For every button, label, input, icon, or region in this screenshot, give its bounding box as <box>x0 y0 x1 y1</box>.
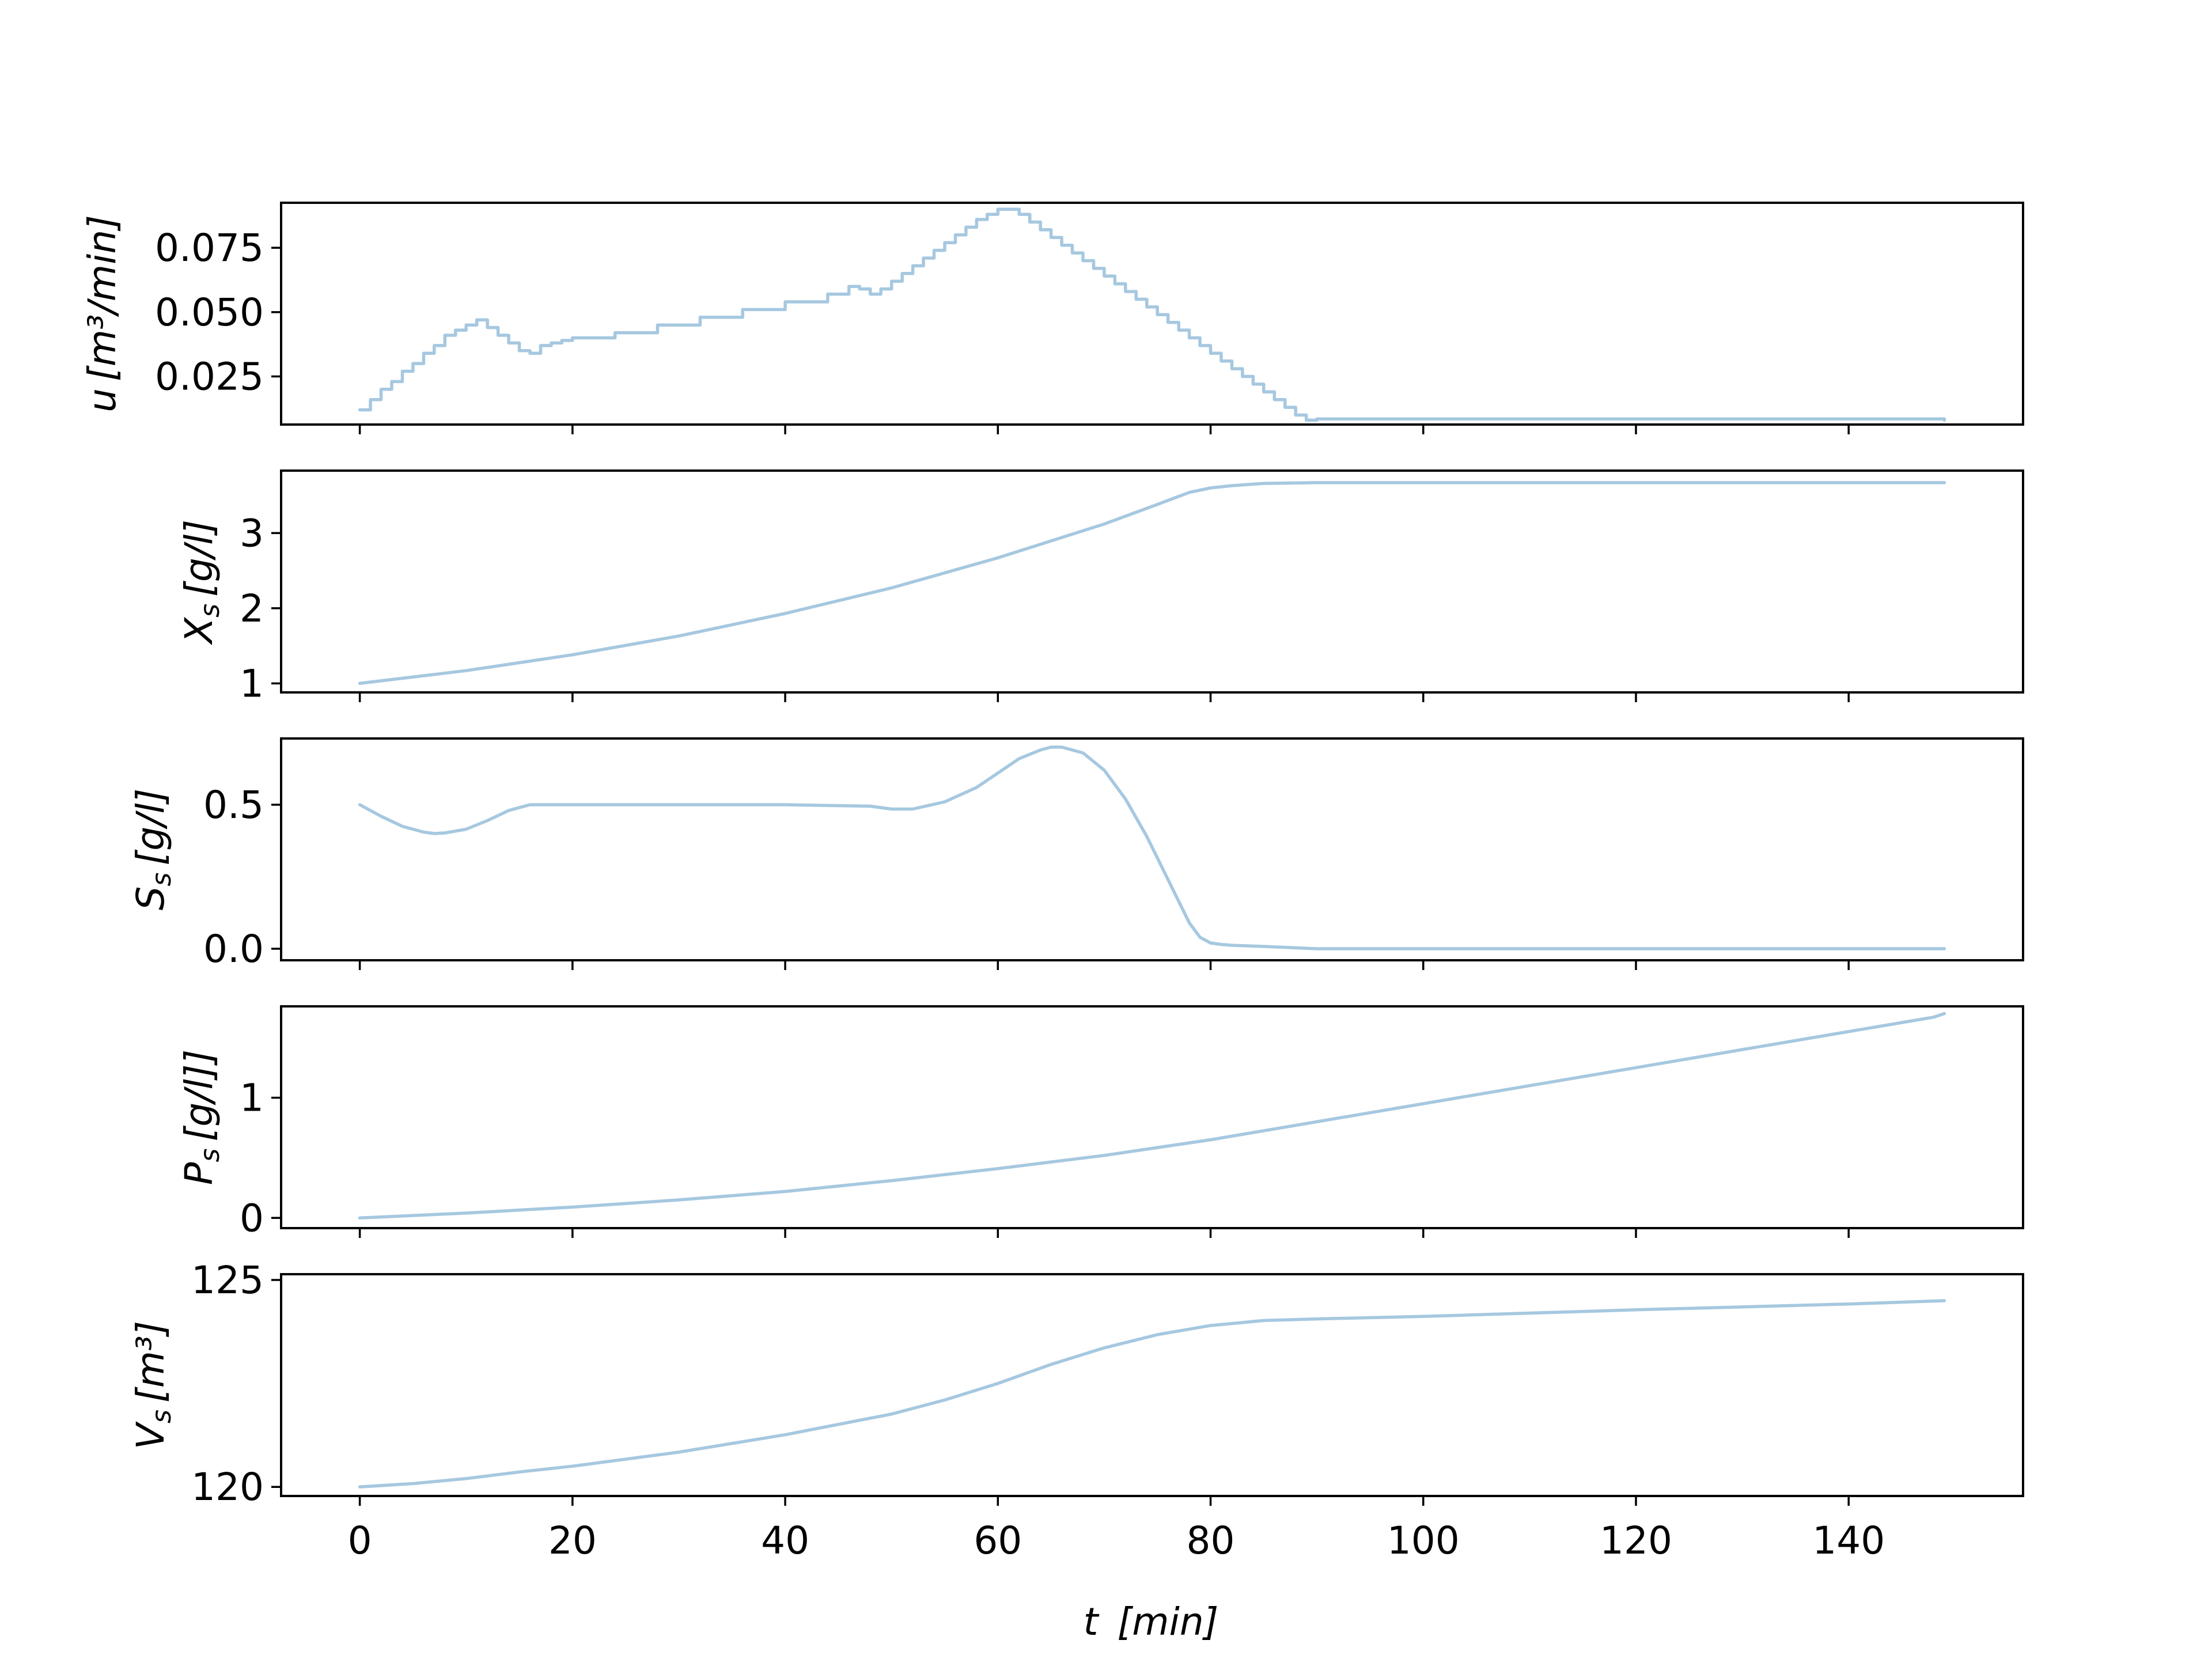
y-tick-label-X: 2 <box>240 586 264 631</box>
axes-frame-S <box>280 737 2024 961</box>
y-label-sub: s <box>146 1410 177 1423</box>
y-tick-label-P: 1 <box>240 1076 264 1120</box>
y-axis-label-V: Vs [m³] <box>128 1321 177 1449</box>
y-axis-label-S: Ss [g/l] <box>128 789 177 911</box>
y-axis-label-P: Ps [g/l]] <box>177 1050 225 1185</box>
y-label-sub: s <box>194 604 225 618</box>
panel-X: 1 2 3 Xs [g/l] <box>177 469 2024 706</box>
subplots: 0.025 0.050 0.075 u [m³/min] 1 2 3 Xs [g/l] 0.0 0.5… <box>80 202 2024 1563</box>
x-tick-label: 0 <box>348 1518 372 1563</box>
y-axis-label-X: Xs [g/l] <box>177 520 225 645</box>
axes-frame-V <box>280 1273 2024 1497</box>
y-axis-label-u: u [m³/min] <box>80 215 124 412</box>
series-line-u <box>358 207 1946 422</box>
x-axis-label: t [min] <box>1084 1600 1219 1644</box>
y-label-unit: [g/l]] <box>177 1050 221 1142</box>
y-tick-label-u: 0.025 <box>155 354 264 399</box>
y-tick-label-V: 125 <box>191 1258 264 1302</box>
x-tick-label: 60 <box>974 1518 1022 1563</box>
series-line-X <box>358 481 1946 685</box>
y-tick-label-S: 0.0 <box>203 927 264 971</box>
series-line-P <box>358 1012 1946 1220</box>
y-tick-label-X: 3 <box>240 511 264 555</box>
x-tick-label: 120 <box>1600 1518 1672 1563</box>
axes-frame-u <box>280 202 2024 426</box>
series-line-V <box>358 1299 1946 1488</box>
y-tick-label-u: 0.050 <box>155 290 264 335</box>
y-label-unit: [m³] <box>128 1321 173 1403</box>
y-label-var: V <box>128 1421 173 1449</box>
y-label-var: P <box>177 1162 221 1185</box>
y-tick-label-X: 1 <box>240 661 264 706</box>
x-tick-label: 140 <box>1812 1518 1885 1563</box>
panel-V: 0 20 40 60 80 100 120 140 120 125 Vs [m³] <box>128 1258 2024 1563</box>
y-tick-label-S: 0.5 <box>203 783 264 827</box>
y-label-unit: [g/l] <box>177 520 221 597</box>
x-tick-label: 20 <box>548 1518 597 1563</box>
panel-u: 0.025 0.050 0.075 u [m³/min] <box>80 202 2024 434</box>
y-tick-label-u: 0.075 <box>155 226 264 270</box>
y-tick-label-P: 0 <box>240 1196 264 1240</box>
x-tick-label: 100 <box>1387 1518 1460 1563</box>
axes-frame-P <box>280 1005 2024 1229</box>
y-label-unit: [m³/min] <box>80 215 124 381</box>
y-label-var: X <box>177 616 221 645</box>
y-label-sub: s <box>146 873 177 887</box>
y-label-var: S <box>128 887 173 911</box>
y-tick-label-V: 120 <box>191 1465 264 1509</box>
y-label-unit: [g/l] <box>128 789 173 866</box>
panel-P: 0 1 Ps [g/l]] <box>177 1005 2024 1240</box>
series-line-S <box>358 745 1946 950</box>
axes-frame-X <box>280 469 2024 694</box>
y-label-sub: s <box>194 1148 225 1162</box>
x-axis-label-var: t <box>1084 1600 1100 1644</box>
x-axis-label-unit: [min] <box>1117 1600 1218 1644</box>
panel-S: 0.0 0.5 Ss [g/l] <box>128 737 2024 971</box>
x-tick-label: 80 <box>1187 1518 1235 1563</box>
x-tick-label: 40 <box>761 1518 809 1563</box>
y-label-var: u <box>80 388 124 412</box>
